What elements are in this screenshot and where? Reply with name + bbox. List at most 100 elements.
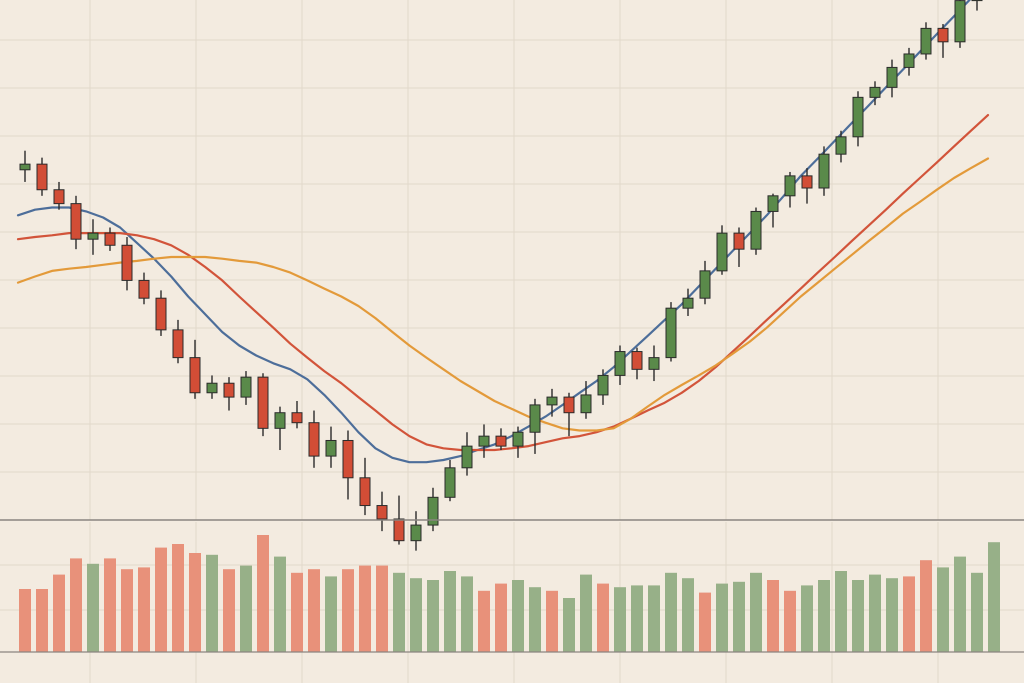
moving-average-lines	[16, 0, 990, 464]
candle-body	[750, 210, 762, 250]
volume-bar	[954, 556, 966, 652]
volume-bar	[733, 581, 745, 652]
candle-body	[716, 232, 728, 272]
candle-body	[393, 518, 405, 542]
candle-body	[274, 412, 286, 429]
candle	[631, 347, 643, 380]
candle	[818, 146, 830, 196]
candle-body	[597, 374, 609, 396]
candle-body	[886, 66, 898, 88]
volume-bar	[325, 576, 337, 652]
candle-body	[852, 96, 864, 138]
candle-body	[495, 435, 507, 447]
candle	[257, 373, 269, 437]
candle-body	[818, 153, 830, 189]
volume-bar	[903, 576, 915, 652]
candle-body	[529, 404, 541, 433]
candle-body	[342, 439, 354, 479]
candle	[835, 130, 847, 163]
volume-bar	[36, 589, 48, 652]
candle-body	[937, 27, 949, 43]
candle-body	[308, 422, 320, 457]
volume-bar	[529, 587, 541, 652]
candle-body	[121, 244, 133, 281]
candle-body	[869, 86, 881, 98]
candle-body	[444, 467, 456, 498]
volume-bar	[478, 590, 490, 652]
candle-body	[325, 439, 337, 457]
candle	[410, 511, 422, 551]
candle	[70, 195, 82, 250]
volume-bar	[767, 580, 779, 652]
candle	[189, 339, 201, 399]
volume-bar	[648, 585, 660, 652]
volume-bar	[852, 580, 864, 652]
candle	[665, 302, 677, 362]
candle-body	[733, 232, 745, 250]
candle	[614, 345, 626, 385]
candle-body	[546, 396, 558, 406]
candle-body	[257, 376, 269, 429]
candle	[954, 0, 966, 48]
candle	[172, 319, 184, 364]
candle-body	[478, 435, 490, 447]
volume-bar	[223, 569, 235, 652]
volume-bar	[138, 567, 150, 652]
candle	[920, 22, 932, 60]
candle	[699, 260, 711, 305]
ma-slow-line	[16, 157, 990, 432]
volume-bar	[886, 578, 898, 652]
candle	[937, 24, 949, 58]
candle	[852, 91, 864, 147]
candle	[206, 375, 218, 399]
volume-bar	[172, 544, 184, 652]
candle	[784, 171, 796, 208]
candle	[869, 81, 881, 106]
volume-bar	[240, 565, 252, 652]
volume-bar	[104, 558, 116, 652]
candle-body	[87, 232, 99, 240]
candle-body	[19, 163, 31, 171]
candle	[104, 227, 116, 251]
volume-bar	[682, 578, 694, 652]
candle	[903, 47, 915, 76]
candle	[240, 371, 252, 405]
candle	[886, 59, 898, 98]
volume-bar	[614, 587, 626, 652]
candle-body	[784, 175, 796, 197]
volume-bars	[19, 535, 1000, 652]
volume-bar	[410, 578, 422, 652]
volume-bar	[342, 569, 354, 652]
volume-bar	[631, 585, 643, 652]
volume-bar	[699, 592, 711, 652]
candle	[291, 401, 303, 429]
candle-body	[682, 297, 694, 309]
volume-bar	[87, 563, 99, 652]
candle	[19, 150, 31, 182]
volume-bar	[206, 554, 218, 652]
candle-body	[903, 53, 915, 68]
volume-bar	[563, 598, 575, 652]
candle	[223, 377, 235, 411]
volume-bar	[869, 574, 881, 652]
candle-body	[53, 189, 65, 205]
candle-body	[461, 445, 473, 469]
volume-bar	[495, 583, 507, 652]
candle	[767, 193, 779, 228]
candle	[138, 272, 150, 305]
candle-body	[954, 0, 966, 43]
volume-bar	[121, 569, 133, 652]
volume-bar	[393, 572, 405, 652]
volume-bar	[750, 572, 762, 652]
volume-bar	[427, 580, 439, 652]
candle-body	[172, 329, 184, 359]
candle-body	[801, 175, 813, 189]
candle	[478, 424, 490, 458]
candle-body	[835, 136, 847, 155]
candle	[580, 381, 592, 419]
candle	[444, 460, 456, 502]
candle	[308, 410, 320, 468]
candle-body	[631, 351, 643, 370]
candle	[461, 432, 473, 476]
volume-bar	[920, 560, 932, 652]
